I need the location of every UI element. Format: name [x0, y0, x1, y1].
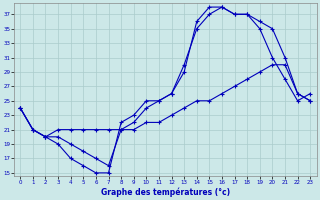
X-axis label: Graphe des températures (°c): Graphe des températures (°c)	[101, 187, 230, 197]
